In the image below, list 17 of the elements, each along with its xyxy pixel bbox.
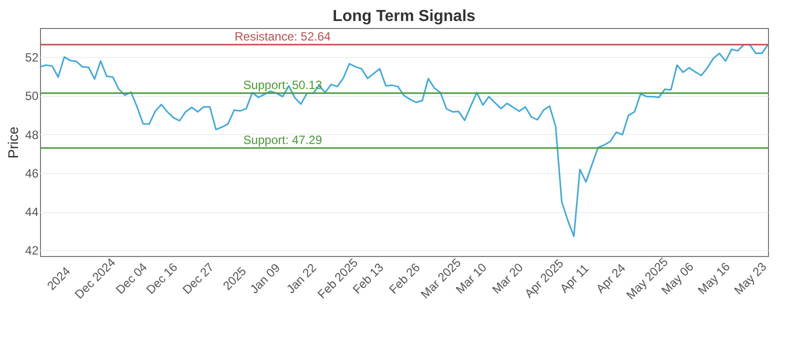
ref-line-label: Support: 47.29 xyxy=(243,132,322,147)
y-tick-label: 44 xyxy=(25,205,39,220)
y-tick-label: 52 xyxy=(25,50,39,64)
x-tick-label: May 16 xyxy=(695,259,733,298)
y-axis-title: Price xyxy=(5,126,22,158)
y-tick-label: 42 xyxy=(25,244,39,258)
x-tick-label: Jan 09 xyxy=(247,260,283,296)
chart-title: Long Term Signals xyxy=(332,8,476,25)
line-series xyxy=(39,44,769,238)
x-tick-label: Dec 27 xyxy=(180,260,217,297)
ref-line-label: Support: 50.13 xyxy=(243,78,322,92)
y-tick-label: 50 xyxy=(25,89,39,104)
x-tick-label: Mar 20 xyxy=(489,260,526,297)
y-tick-label: 48 xyxy=(25,128,39,142)
x-tick-label: May 23 xyxy=(731,259,770,298)
y-tick-label: 46 xyxy=(25,166,39,180)
ref-line-label: Resistance: 52.64 xyxy=(234,30,332,44)
